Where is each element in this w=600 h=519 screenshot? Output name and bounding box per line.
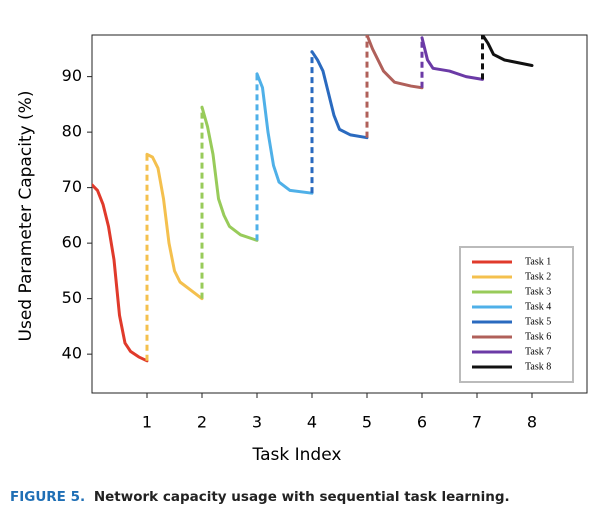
legend-box bbox=[459, 246, 574, 383]
line bbox=[365, 35, 424, 90]
y-tick-label: 60 bbox=[62, 233, 82, 252]
legend-label: Task 3 bbox=[525, 286, 551, 297]
legend-label: Task 6 bbox=[525, 331, 551, 342]
y-tick-label: 90 bbox=[62, 66, 82, 85]
x-tick-label: 2 bbox=[197, 413, 207, 432]
x-tick-label: 1 bbox=[142, 413, 152, 432]
legend-label: Task 1 bbox=[525, 256, 551, 267]
x-tick-label: 7 bbox=[472, 413, 482, 432]
x-tick-label: 6 bbox=[417, 413, 427, 432]
y-tick-label: 80 bbox=[62, 122, 82, 141]
x-tick-label: 3 bbox=[252, 413, 262, 432]
plot-frame bbox=[91, 34, 588, 394]
line bbox=[145, 152, 204, 301]
line bbox=[92, 183, 149, 363]
x-tick-label: 5 bbox=[362, 413, 372, 432]
line bbox=[310, 50, 369, 140]
y-tick-label: 40 bbox=[62, 344, 82, 363]
line bbox=[255, 72, 314, 195]
y-axis-label: Used Parameter Capacity (%) bbox=[16, 91, 36, 342]
y-tick-label: 70 bbox=[62, 177, 82, 196]
y-tick-label: 50 bbox=[62, 288, 82, 307]
caption-text: Network capacity usage with sequential t… bbox=[94, 489, 510, 505]
x-tick-label: 8 bbox=[527, 413, 537, 432]
legend-label: Task 5 bbox=[525, 316, 551, 327]
legend-label: Task 7 bbox=[525, 346, 551, 357]
x-axis-label: Task Index bbox=[252, 445, 342, 465]
line bbox=[481, 35, 534, 68]
line bbox=[420, 36, 484, 81]
line bbox=[200, 105, 259, 242]
caption-label: FIGURE 5. bbox=[10, 489, 85, 505]
legend-label: Task 4 bbox=[525, 301, 551, 312]
x-tick-label: 4 bbox=[307, 413, 317, 432]
legend-label: Task 8 bbox=[525, 361, 551, 372]
caption: FIGURE 5. Network capacity usage with se… bbox=[10, 489, 510, 505]
legend-label: Task 2 bbox=[525, 271, 551, 282]
plot bbox=[92, 35, 534, 363]
